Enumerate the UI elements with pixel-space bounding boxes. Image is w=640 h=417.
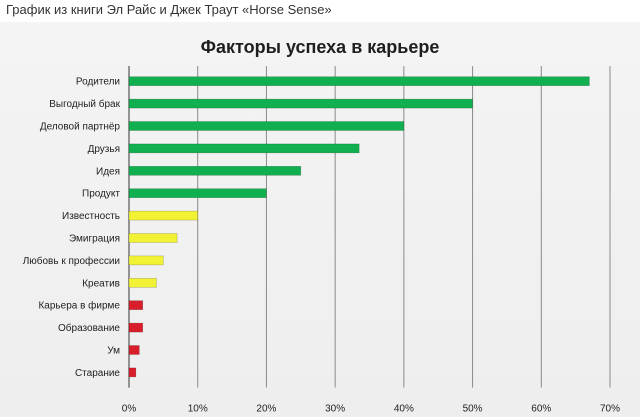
category-label: Ум (107, 346, 120, 357)
bar (128, 98, 473, 109)
x-tick-label: 20% (256, 404, 276, 415)
x-tick-label: 0% (122, 404, 137, 415)
category-label: Выгодный брак (49, 98, 120, 110)
x-tick-label: 40% (394, 404, 414, 415)
image-caption: График из книги Эл Райс и Джек Траут «Ho… (6, 2, 332, 17)
bar (128, 300, 144, 311)
category-label: Деловой партнёр (40, 122, 121, 133)
category-label: Образование (58, 322, 120, 334)
bar-chart: Факторы успеха в карьере Родители Выгодны… (23, 37, 620, 415)
bar (128, 233, 178, 243)
category-labels: Родители Выгодный брак Деловой партнёр Друз… (23, 77, 121, 379)
bar (128, 210, 199, 221)
category-label: Родители (76, 77, 120, 88)
x-tick-label: 30% (325, 404, 345, 415)
bar (128, 367, 137, 378)
tick-labels: 0% 10% 20% 30% 40% 50% 60% 70% (122, 404, 620, 415)
x-tick-label: 60% (531, 404, 551, 415)
category-label: Эмиграция (69, 234, 120, 245)
bar (128, 188, 267, 198)
bar (128, 255, 164, 266)
category-label: Карьера в фирме (38, 300, 120, 312)
bar (128, 121, 405, 131)
bars (128, 76, 590, 378)
category-label: Друзья (88, 144, 120, 155)
chart-frame: Факторы успеха в карьере Родители Выгодны… (0, 22, 640, 417)
bar (128, 322, 144, 333)
category-label: Известность (62, 211, 120, 222)
bar (128, 76, 590, 87)
x-tick-label: 70% (600, 404, 620, 415)
x-tick-label: 10% (188, 404, 208, 415)
x-tick-label: 50% (463, 404, 483, 415)
bar (128, 166, 302, 176)
category-label: Продукт (82, 189, 120, 200)
category-label: Идея (96, 166, 120, 177)
bar (128, 143, 360, 154)
category-label: Старание (75, 368, 120, 379)
category-label: Креатив (82, 278, 120, 289)
chart-title: Факторы успеха в карьере (201, 37, 440, 57)
bar (128, 277, 157, 288)
bar (128, 345, 140, 355)
category-label: Любовь к профессии (23, 255, 120, 267)
grid-lines (128, 66, 611, 388)
